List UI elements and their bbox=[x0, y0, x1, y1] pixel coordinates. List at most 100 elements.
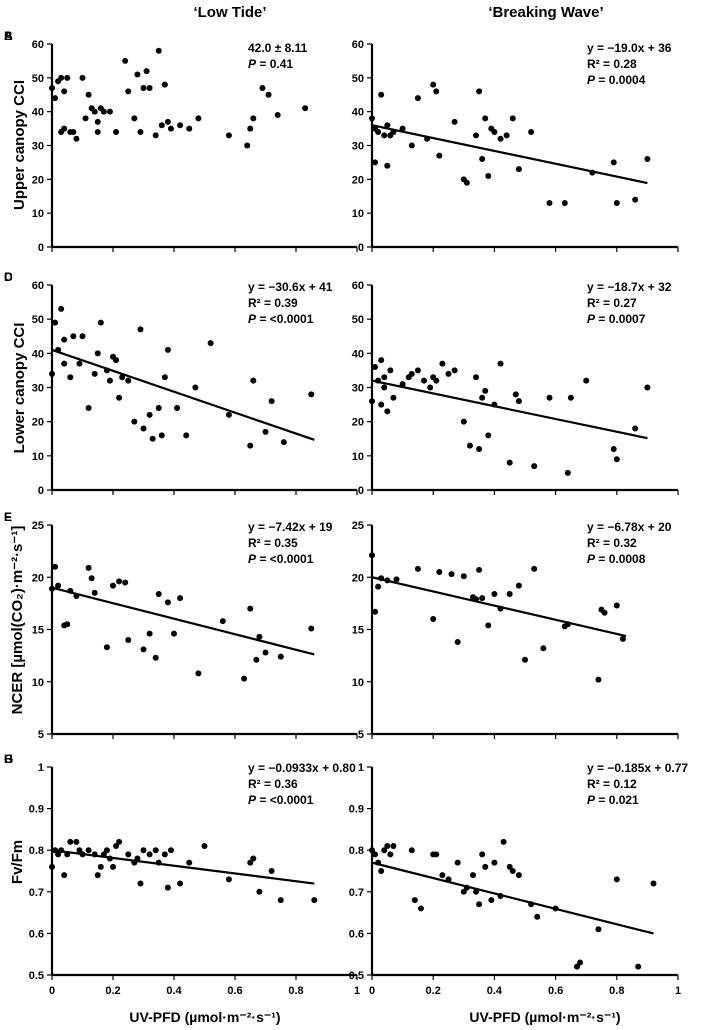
point-a-21 bbox=[113, 128, 120, 135]
point-h-28 bbox=[509, 868, 516, 874]
stat-h-0: y = −0.185x + 0.77 bbox=[587, 761, 688, 775]
panel-letter-h: H bbox=[4, 752, 13, 766]
regression-line-c bbox=[51, 348, 315, 441]
point-d-38 bbox=[610, 446, 617, 452]
point-e-23 bbox=[219, 618, 226, 625]
point-a-6 bbox=[61, 125, 68, 132]
point-b-35 bbox=[610, 159, 617, 166]
stat-g-2: P = <0.0001 bbox=[248, 793, 314, 807]
y-tick-label-a-6: 60 bbox=[32, 39, 44, 51]
point-b-0 bbox=[369, 115, 375, 122]
y-tick-label-a-2: 20 bbox=[32, 174, 44, 186]
point-f-2 bbox=[375, 583, 382, 590]
point-c-10 bbox=[85, 405, 92, 411]
point-a-38 bbox=[195, 115, 202, 122]
y-tick-label-c-3: 30 bbox=[32, 383, 44, 395]
point-b-27 bbox=[497, 135, 504, 142]
point-c-13 bbox=[97, 319, 104, 326]
point-a-29 bbox=[146, 84, 153, 91]
point-h-9 bbox=[411, 897, 418, 904]
point-a-31 bbox=[155, 47, 162, 54]
point-e-15 bbox=[140, 646, 147, 653]
point-h-37 bbox=[635, 963, 642, 970]
point-c-22 bbox=[137, 326, 144, 333]
regression-line-e bbox=[51, 586, 315, 656]
point-a-20 bbox=[106, 108, 113, 115]
point-c-8 bbox=[76, 360, 83, 367]
point-c-23 bbox=[140, 425, 147, 432]
stat-b-0: y = −19.0x + 36 bbox=[587, 41, 672, 55]
point-d-35 bbox=[564, 469, 571, 476]
point-e-22 bbox=[195, 670, 202, 677]
panel-b: B 0 10 20 30 40 50 60 y = −19.0x + 36 R² = 0.28 P … bbox=[4, 29, 679, 254]
point-c-34 bbox=[225, 411, 232, 418]
point-d-10 bbox=[399, 381, 406, 388]
point-b-11 bbox=[408, 142, 415, 149]
stat-f-1: R² = 0.32 bbox=[587, 536, 637, 550]
y-tick-label-f-2: 15 bbox=[352, 625, 364, 637]
point-b-29 bbox=[509, 115, 516, 122]
point-c-9 bbox=[79, 333, 86, 340]
x-tick-label-h-2: 0.4 bbox=[487, 985, 503, 997]
y-tick-label-e-0: 5 bbox=[38, 729, 44, 741]
point-b-33 bbox=[561, 200, 568, 207]
point-b-15 bbox=[433, 88, 440, 95]
y-tick-label-e-2: 15 bbox=[32, 625, 44, 637]
point-d-23 bbox=[473, 374, 480, 381]
point-d-12 bbox=[408, 370, 415, 377]
point-f-23 bbox=[540, 645, 547, 652]
point-a-16 bbox=[94, 128, 101, 135]
y-tick-label-c-2: 20 bbox=[32, 417, 44, 429]
point-b-37 bbox=[632, 196, 639, 203]
point-b-30 bbox=[515, 166, 522, 173]
point-c-40 bbox=[308, 391, 315, 398]
stat-d-0: y = −18.7x + 32 bbox=[587, 280, 672, 294]
panel-letter-c: C bbox=[4, 270, 13, 284]
y-tick-label-b-0: 0 bbox=[358, 242, 364, 254]
point-f-14 bbox=[476, 566, 483, 573]
point-a-32 bbox=[158, 122, 165, 129]
point-e-19 bbox=[164, 599, 171, 606]
point-d-1 bbox=[372, 364, 379, 370]
point-d-30 bbox=[506, 459, 513, 466]
point-a-26 bbox=[137, 128, 144, 135]
point-h-38 bbox=[650, 880, 657, 887]
point-b-21 bbox=[476, 88, 483, 95]
ylabel-fv-fm: Fv/Fm bbox=[9, 840, 26, 884]
x-tick-label-g-3: 0.6 bbox=[227, 985, 242, 997]
point-a-35 bbox=[167, 125, 174, 132]
point-b-26 bbox=[491, 128, 498, 135]
point-h-20 bbox=[476, 901, 483, 908]
y-tick-label-d-0: 0 bbox=[358, 485, 364, 497]
point-c-36 bbox=[250, 377, 257, 384]
x-tick-label-h-1: 0.2 bbox=[426, 985, 441, 997]
point-f-1 bbox=[372, 608, 379, 615]
x-tick-label-g-5: 1 bbox=[354, 985, 360, 997]
point-e-13 bbox=[122, 579, 129, 586]
point-g-4 bbox=[61, 872, 68, 879]
y-tick-label-f-0: 5 bbox=[358, 729, 364, 741]
stat-c-0: y = −30.6x + 41 bbox=[248, 280, 333, 294]
point-h-4 bbox=[381, 847, 388, 854]
x-tick-label-g-4: 0.8 bbox=[288, 985, 303, 997]
point-b-14 bbox=[430, 81, 437, 88]
point-g-15 bbox=[103, 847, 110, 854]
y-tick-label-d-1: 10 bbox=[352, 451, 364, 463]
point-e-14 bbox=[125, 636, 132, 643]
point-d-0 bbox=[369, 398, 375, 405]
point-d-33 bbox=[531, 463, 538, 470]
point-g-38 bbox=[268, 868, 275, 874]
point-d-9 bbox=[390, 394, 397, 401]
point-a-5 bbox=[61, 88, 68, 95]
point-e-25 bbox=[247, 605, 254, 612]
y-tick-label-g-4: 0.9 bbox=[29, 804, 44, 816]
point-f-16 bbox=[485, 622, 492, 629]
point-c-33 bbox=[207, 340, 214, 347]
point-f-29 bbox=[613, 602, 620, 609]
ylabel-lower-canopy-cci: Lower canopy CCI bbox=[11, 323, 28, 454]
point-a-13 bbox=[85, 91, 92, 98]
point-g-0 bbox=[49, 863, 55, 870]
point-d-21 bbox=[460, 418, 467, 425]
point-a-34 bbox=[164, 118, 171, 125]
stat-e-2: P = <0.0001 bbox=[248, 552, 314, 566]
